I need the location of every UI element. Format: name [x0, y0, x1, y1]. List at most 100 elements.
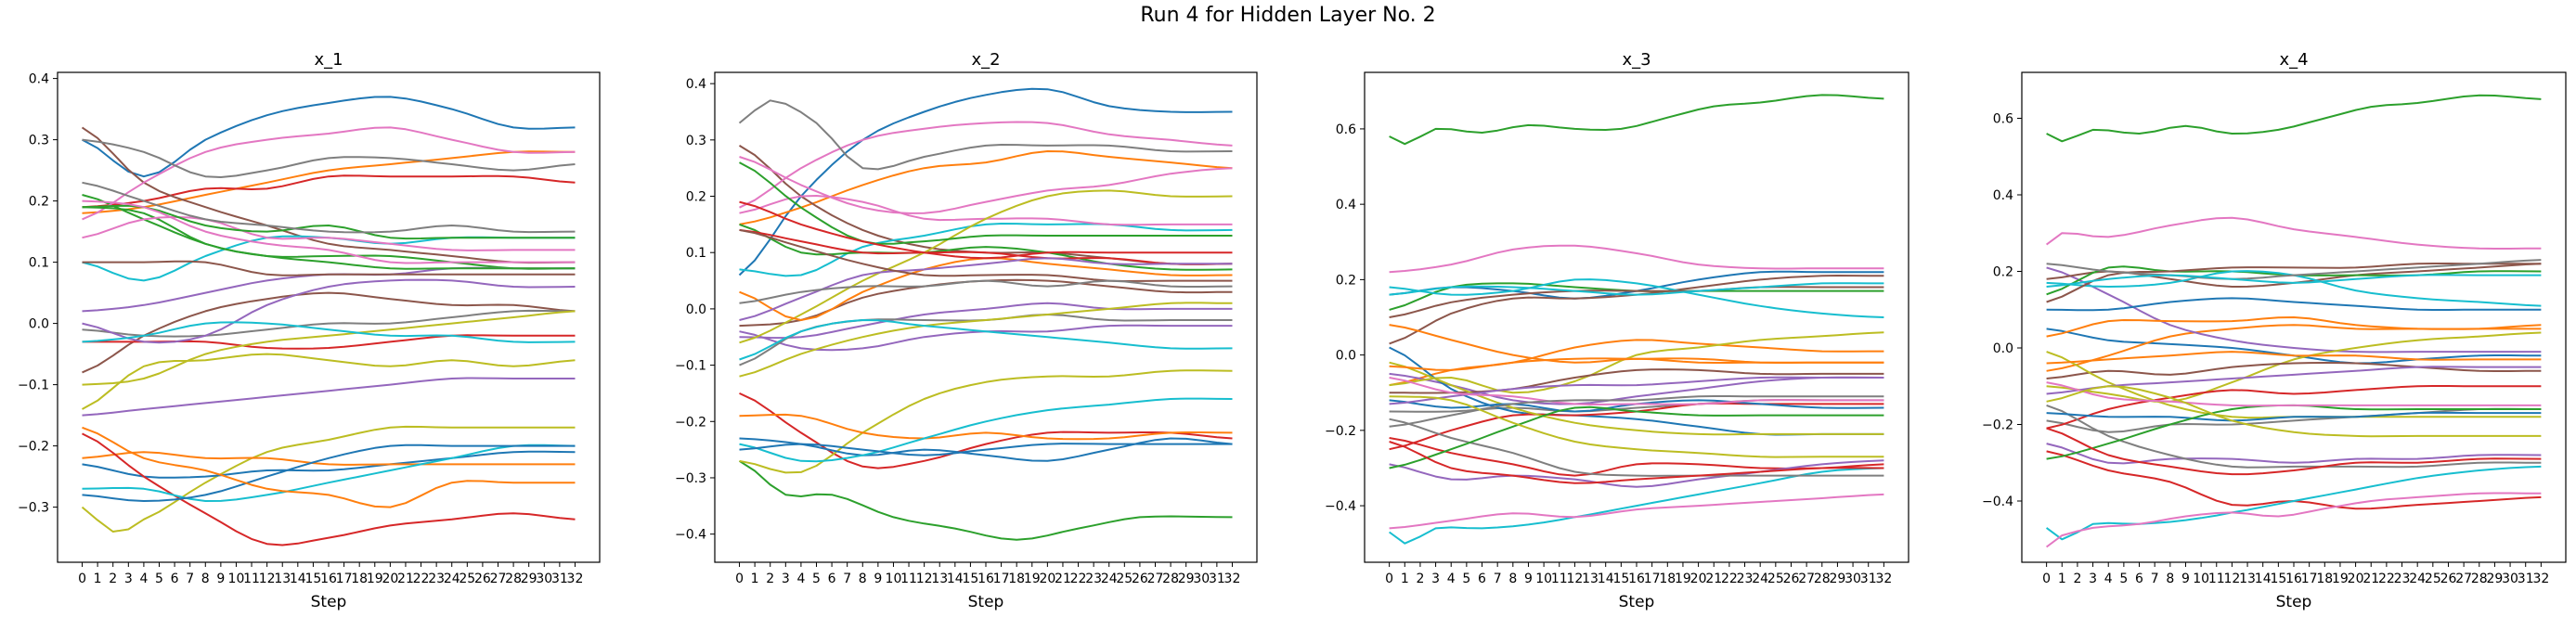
series-line [82, 194, 576, 270]
y-tick-label: 0.0 [1993, 341, 2013, 356]
x-tick-label: 5 [1462, 572, 1470, 586]
x-tick-label: 3 [1431, 572, 1440, 586]
series-line [1389, 399, 1884, 413]
x-tick-label: 9 [216, 572, 225, 586]
series-line [2046, 316, 2542, 338]
x-tick-label: 27 [490, 572, 507, 586]
x-tick-label: 1 [1401, 572, 1409, 586]
x-tick-label: 7 [2151, 572, 2159, 586]
x-tick-label: 17 [993, 572, 1010, 586]
y-tick-label: 0.0 [1336, 349, 1356, 364]
x-tick-label: 8 [859, 572, 867, 586]
x-tick-label: 14 [290, 572, 306, 586]
x-tick-label: 16 [977, 572, 994, 586]
x-axis-label: Step [2276, 593, 2312, 611]
x-tick-label: 11 [900, 572, 917, 586]
series-line [739, 257, 1233, 321]
x-tick-label: 21 [397, 572, 414, 586]
series-line [2046, 265, 2542, 296]
series-line [82, 309, 576, 338]
x-tick-label: 28 [505, 572, 522, 586]
x-tick-label: 12 [259, 572, 276, 586]
series-line [2046, 266, 2542, 353]
x-tick-label: 23 [2394, 572, 2411, 586]
x-tick-label: 18 [1659, 572, 1676, 586]
x-tick-label: 19 [1675, 572, 1691, 586]
x-tick-label: 7 [843, 572, 851, 586]
series-line [82, 321, 576, 343]
subplot-x_4: x_40 1 2 3 4 5 6 7 8 9 101112131415161718192021222… [1982, 50, 2567, 611]
x-tick-label: 0 [1385, 572, 1393, 586]
x-tick-label: 15 [2270, 572, 2286, 586]
subplot-x_2: x_20 1 2 3 4 5 6 7 8 9 101112131415161718192021222… [675, 50, 1258, 611]
series-group [2046, 94, 2542, 548]
x-tick-label: 20 [2348, 572, 2364, 586]
x-tick-label: 0 [735, 572, 744, 586]
x-tick-label: 30 [1193, 572, 1210, 586]
y-tick-label: 0.4 [29, 72, 49, 87]
x-tick-label: 32 [1875, 572, 1892, 586]
x-tick-label: 11 [1551, 572, 1568, 586]
series-line [1389, 278, 1884, 318]
series-line [739, 228, 1233, 282]
x-axis-label: Step [968, 593, 1004, 611]
y-tick-label: 0.0 [29, 317, 49, 332]
series-line [1389, 395, 1884, 458]
x-tick-label: 29 [2487, 572, 2504, 586]
series-line [739, 279, 1233, 304]
series-line [739, 195, 1233, 226]
subplot-title: x_3 [1622, 50, 1650, 70]
series-line [739, 223, 1233, 271]
subplot-title: x_4 [2279, 50, 2308, 70]
y-tick-label: 0.3 [29, 134, 49, 148]
x-tick-label: 1 [2058, 572, 2066, 586]
x-tick-label: 14 [1598, 572, 1614, 586]
x-tick-label: 2 [766, 572, 774, 586]
y-tick-label: 0.0 [686, 302, 706, 317]
x-tick-label: 19 [367, 572, 383, 586]
x-axis-label: Step [1619, 593, 1655, 611]
x-tick-label: 0 [78, 572, 86, 586]
x-tick-label: 25 [459, 572, 475, 586]
y-tick-label: −0.3 [675, 471, 706, 486]
x-tick-label: 17 [1644, 572, 1661, 586]
y-tick-label: 0.4 [686, 77, 706, 92]
x-tick-label: 29 [1830, 572, 1846, 586]
series-line [1389, 377, 1884, 405]
series-line [1389, 399, 1884, 413]
series-line [82, 174, 576, 209]
x-tick-label: 16 [2285, 572, 2302, 586]
x-tick-label: 4 [1447, 572, 1456, 586]
x-tick-label: 31 [551, 572, 568, 586]
series-line [82, 96, 576, 178]
x-tick-label: 14 [2255, 572, 2272, 586]
series-line [82, 432, 576, 546]
series-line [1389, 493, 1884, 530]
x-tick-label: 27 [1798, 572, 1815, 586]
series-line [82, 443, 576, 502]
x-tick-label: 32 [567, 572, 584, 586]
series-line [738, 99, 1233, 171]
series-line [739, 369, 1233, 474]
x-tick-label: 21 [2362, 572, 2379, 586]
x-tick-label: 18 [2316, 572, 2333, 586]
series-line [2046, 404, 2542, 469]
x-tick-label: 19 [2332, 572, 2349, 586]
series-line [2046, 366, 2542, 395]
series-line [1389, 372, 1884, 405]
series-group [738, 87, 1233, 541]
x-tick-label: 8 [2166, 572, 2174, 586]
series-line [739, 302, 1233, 340]
x-tick-label: 32 [1224, 572, 1241, 586]
x-tick-label: 2 [2073, 572, 2081, 586]
x-tick-label: 15 [304, 572, 321, 586]
x-tick-label: 9 [2181, 572, 2190, 586]
x-tick-label: 13 [2239, 572, 2256, 586]
series-line [739, 223, 1233, 277]
series-line [1389, 94, 1884, 146]
x-tick-label: 29 [521, 572, 537, 586]
series-line [1389, 395, 1884, 428]
x-tick-label: 8 [201, 572, 210, 586]
x-tick-label: 30 [536, 572, 552, 586]
